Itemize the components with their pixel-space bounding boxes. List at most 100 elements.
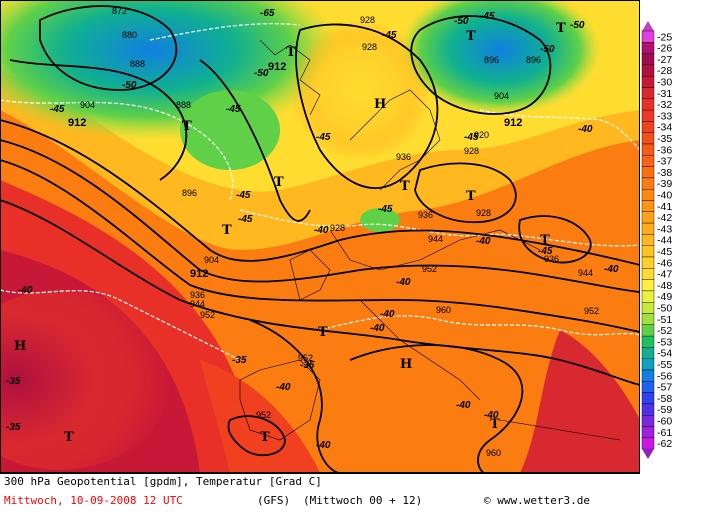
temp-label: -45 xyxy=(50,104,65,115)
geo-label: 928 xyxy=(330,223,345,233)
scale-cell xyxy=(641,302,655,314)
temp-label: -35 xyxy=(6,422,21,433)
temp-label: -45 xyxy=(464,132,479,143)
scale-label: -48 xyxy=(657,280,672,292)
scale-cell xyxy=(641,188,655,201)
geo-label: 952 xyxy=(256,410,271,420)
temp-label: -40 xyxy=(476,236,491,247)
temp-label: -50 xyxy=(540,44,555,55)
ne-cold-pool xyxy=(400,0,600,115)
geo-label: 920 xyxy=(474,130,489,140)
temp-label: -40 xyxy=(18,285,33,296)
geo-label: 872 xyxy=(112,6,127,16)
temp-label: -40 xyxy=(456,400,471,411)
scale-label: -39 xyxy=(657,178,672,190)
scale-label: -31 xyxy=(657,88,672,100)
pressure-centers: H H H T T T T T T T T T T T T T xyxy=(14,21,566,445)
model-run: (Mittwoch 00 + 12) xyxy=(303,494,423,507)
geo-label: 912 xyxy=(68,117,86,129)
color-scale: -25 -26 -27 -28 -30 -31 -32 -33 -34 -35 -36 -37 -38-… xyxy=(640,20,704,460)
scale-cell xyxy=(641,53,655,66)
geo-label: 952 xyxy=(298,353,313,363)
model-name: (GFS) xyxy=(257,494,291,507)
sw-hot-pool xyxy=(0,290,170,470)
scale-label: -34 xyxy=(657,122,672,134)
scale-label: -54 xyxy=(657,348,672,360)
coastlines xyxy=(239,39,621,441)
map-title: 300 hPa Geopotential [gpdm], Temperatur … xyxy=(4,475,322,488)
scale-label: -27 xyxy=(657,54,672,66)
warm-iberia-region xyxy=(200,360,320,473)
geo-label: 880 xyxy=(122,30,137,40)
scale-label: -62 xyxy=(657,438,672,450)
mid-green-pool xyxy=(180,90,280,170)
scale-label: -30 xyxy=(657,77,672,89)
scale-label: -60 xyxy=(657,416,672,428)
geo-label: 928 xyxy=(476,208,491,218)
geo-label: 888 xyxy=(130,59,145,69)
geopotential-labels: 872 880 888 888 904 912 912 896 896 912 … xyxy=(68,6,599,458)
scale-label: -43 xyxy=(657,223,672,235)
scale-cell xyxy=(641,109,655,122)
low-5-marker: T xyxy=(274,175,284,190)
scale-label: -33 xyxy=(657,110,672,122)
scale-label: -49 xyxy=(657,291,672,303)
temp-label: -40 xyxy=(380,309,395,320)
high-3-marker: H xyxy=(400,357,412,372)
geo-label: 896 xyxy=(526,55,541,65)
scale-cell xyxy=(641,200,655,213)
geo-label: 960 xyxy=(436,305,451,315)
scale-label: -56 xyxy=(657,370,672,382)
temp-label: -40 xyxy=(316,440,331,451)
low-4-marker: T xyxy=(556,21,566,36)
copyright-link[interactable]: © www.wetter3.de xyxy=(484,494,590,507)
temp-label: -50 xyxy=(454,16,469,27)
scale-cell xyxy=(641,245,655,258)
temp-label: -45 xyxy=(378,204,393,215)
scale-cell xyxy=(641,268,655,280)
geopotential-contours xyxy=(0,5,640,473)
geo-label: 888 xyxy=(176,100,191,110)
scale-cell xyxy=(641,335,655,348)
geo-label: 896 xyxy=(484,55,499,65)
temp-label: -45 xyxy=(238,214,253,225)
weather-map: H H H T T T T T T T T T T T T T 872 880 … xyxy=(0,0,640,473)
geo-label: 928 xyxy=(362,42,377,52)
scale-cell xyxy=(641,290,655,303)
scale-cell xyxy=(641,42,655,54)
temp-label: -40 xyxy=(484,410,499,421)
geo-label: 912 xyxy=(504,117,522,129)
scale-label: -59 xyxy=(657,404,672,416)
high-2-marker: H xyxy=(374,97,386,112)
scale-label: -42 xyxy=(657,212,672,224)
low-10-marker: T xyxy=(318,325,328,340)
scale-cell xyxy=(641,415,655,427)
low-2-marker: T xyxy=(286,45,296,60)
temp-label: -50 xyxy=(570,20,585,31)
scale-cell xyxy=(641,121,655,133)
geo-label: 912 xyxy=(268,61,286,73)
scale-cell xyxy=(641,177,655,190)
low-6-marker: T xyxy=(400,179,410,194)
scale-cell xyxy=(641,98,655,111)
scale-label: -50 xyxy=(657,303,672,315)
temp-label: -40 xyxy=(578,124,593,135)
temp-label: -65 xyxy=(260,8,275,19)
scale-label: -61 xyxy=(657,427,672,439)
scale-label: -38 xyxy=(657,167,672,179)
geo-label: 960 xyxy=(486,448,501,458)
scale-label: -35 xyxy=(657,133,672,145)
scale-cells: -25-26-27-28-30-31-32-33-34-35-36-37-38-… xyxy=(641,30,672,450)
geo-label: 936 xyxy=(418,210,433,220)
geo-label: 952 xyxy=(200,310,215,320)
scale-label: -37 xyxy=(657,156,672,168)
color-scale-svg: -25-26-27-28-30-31-32-33-34-35-36-37-38-… xyxy=(641,21,672,459)
low-3-marker: T xyxy=(466,29,476,44)
scale-cell xyxy=(641,426,655,439)
temperature-labels: -65 -50 -45 -50 -45 -45 -45 -50 -45 -45 … xyxy=(6,8,619,451)
geo-label: 952 xyxy=(584,306,599,316)
scale-label: -28 xyxy=(657,65,672,77)
low-12-marker: T xyxy=(490,417,500,432)
temp-label: -40 xyxy=(396,277,411,288)
scale-cell xyxy=(641,64,655,77)
